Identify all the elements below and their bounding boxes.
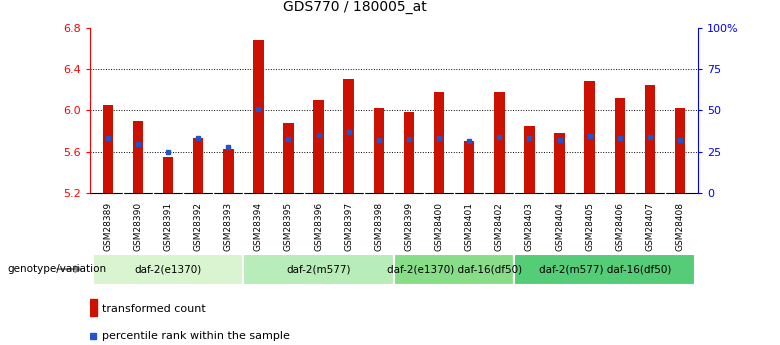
Text: GSM28391: GSM28391 (164, 202, 172, 251)
Text: daf-2(e1370): daf-2(e1370) (134, 264, 202, 274)
Bar (102, 105, 113, 193)
Text: daf-2(e1370) daf-16(df50): daf-2(e1370) daf-16(df50) (387, 264, 522, 274)
Bar (314, 100, 324, 193)
Text: GSM28393: GSM28393 (224, 202, 232, 251)
Text: percentile rank within the sample: percentile rank within the sample (102, 331, 289, 341)
Text: genotype/variation: genotype/variation (8, 264, 107, 274)
Text: GDS770 / 180005_at: GDS770 / 180005_at (283, 0, 427, 14)
Text: GSM28404: GSM28404 (555, 202, 564, 251)
Text: GSM28406: GSM28406 (615, 202, 624, 251)
Bar (223, 149, 233, 193)
Bar (283, 123, 294, 193)
Text: GSM28394: GSM28394 (254, 202, 263, 251)
Bar (584, 81, 595, 193)
Bar (644, 85, 655, 193)
Text: GSM28399: GSM28399 (405, 202, 413, 251)
Text: GSM28395: GSM28395 (284, 202, 293, 251)
Bar (90, 299, 98, 316)
Text: GSM28401: GSM28401 (465, 202, 473, 251)
Text: GSM28396: GSM28396 (314, 202, 323, 251)
Bar (243, 254, 394, 285)
Text: GSM28389: GSM28389 (103, 202, 112, 251)
Text: GSM28397: GSM28397 (344, 202, 353, 251)
Text: GSM28392: GSM28392 (193, 202, 203, 251)
Text: GSM28400: GSM28400 (434, 202, 444, 251)
Bar (93, 254, 243, 285)
Text: daf-2(m577): daf-2(m577) (286, 264, 351, 274)
Bar (555, 133, 565, 193)
Text: GSM28398: GSM28398 (374, 202, 383, 251)
Bar (163, 157, 173, 193)
Bar (615, 98, 625, 193)
Text: GSM28405: GSM28405 (585, 202, 594, 251)
Text: daf-2(m577) daf-16(df50): daf-2(m577) daf-16(df50) (538, 264, 671, 274)
Bar (343, 79, 354, 193)
Bar (193, 138, 204, 193)
Bar (374, 108, 384, 193)
Bar (133, 121, 144, 193)
Bar (394, 254, 514, 285)
Bar (253, 40, 264, 193)
Text: GSM28408: GSM28408 (675, 202, 685, 251)
Text: GSM28390: GSM28390 (133, 202, 143, 251)
Bar (434, 92, 445, 193)
Bar (404, 112, 414, 193)
Text: transformed count: transformed count (102, 304, 206, 314)
Bar (524, 126, 535, 193)
Bar (494, 92, 505, 193)
Bar (514, 254, 695, 285)
Bar (464, 141, 474, 193)
Text: GSM28403: GSM28403 (525, 202, 534, 251)
Text: GSM28402: GSM28402 (495, 202, 504, 251)
Text: GSM28407: GSM28407 (645, 202, 654, 251)
Bar (675, 108, 686, 193)
